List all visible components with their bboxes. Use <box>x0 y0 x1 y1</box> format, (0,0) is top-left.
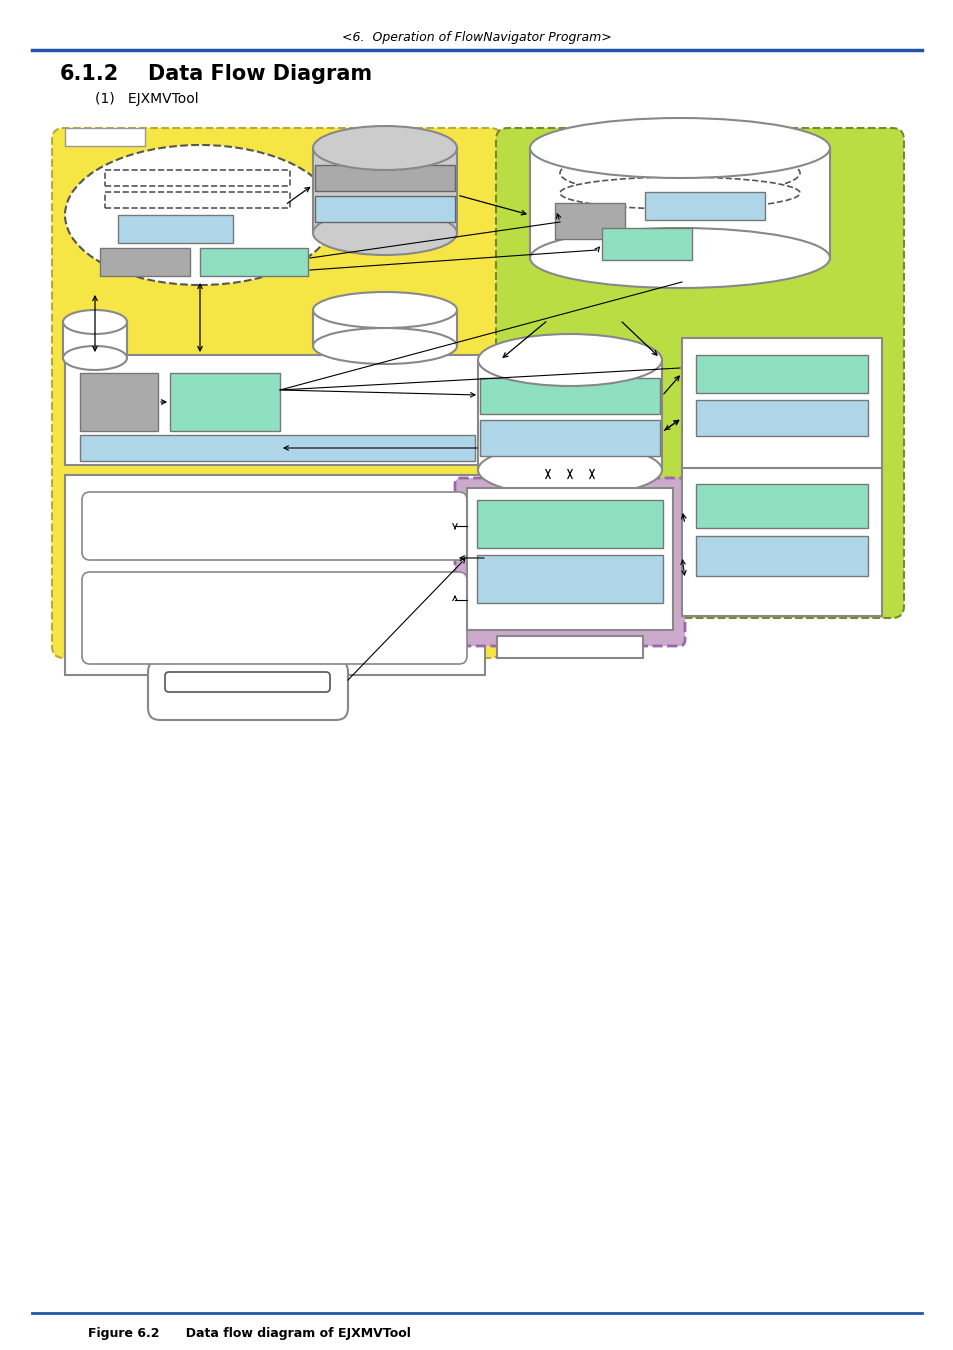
Bar <box>644 192 764 220</box>
Bar <box>681 468 882 616</box>
Bar <box>80 435 475 460</box>
Ellipse shape <box>477 333 661 386</box>
FancyBboxPatch shape <box>82 572 467 664</box>
Ellipse shape <box>313 211 456 255</box>
Bar <box>170 373 280 431</box>
Bar <box>696 485 867 528</box>
Bar <box>65 128 145 146</box>
Text: 6.1.2: 6.1.2 <box>60 63 119 84</box>
Ellipse shape <box>313 126 456 170</box>
Text: <6.  Operation of FlowNavigator Program>: <6. Operation of FlowNavigator Program> <box>342 31 611 45</box>
Bar <box>696 355 867 393</box>
Ellipse shape <box>530 117 829 178</box>
Bar <box>65 355 484 464</box>
Bar <box>696 536 867 576</box>
FancyBboxPatch shape <box>52 128 501 657</box>
Bar <box>314 196 455 221</box>
FancyBboxPatch shape <box>82 491 467 560</box>
Bar <box>65 475 484 675</box>
Ellipse shape <box>313 292 456 328</box>
Bar <box>639 128 720 146</box>
Bar <box>80 373 158 431</box>
Bar <box>105 192 290 208</box>
Bar <box>479 378 659 414</box>
Bar <box>681 338 882 468</box>
Bar <box>477 360 661 470</box>
FancyBboxPatch shape <box>165 672 330 693</box>
Ellipse shape <box>530 228 829 288</box>
Bar <box>601 228 691 261</box>
Bar <box>497 636 642 657</box>
Bar <box>555 202 624 239</box>
Bar <box>530 148 829 258</box>
Ellipse shape <box>65 144 335 285</box>
FancyBboxPatch shape <box>148 660 348 720</box>
Bar <box>467 487 672 630</box>
Bar <box>100 248 190 275</box>
Ellipse shape <box>63 310 127 333</box>
Bar <box>476 555 662 603</box>
Ellipse shape <box>313 328 456 365</box>
Bar <box>313 148 456 234</box>
Bar <box>105 170 290 186</box>
Ellipse shape <box>63 346 127 370</box>
FancyBboxPatch shape <box>455 478 684 647</box>
Bar <box>476 500 662 548</box>
Ellipse shape <box>559 177 800 209</box>
Text: Data Flow Diagram: Data Flow Diagram <box>148 63 372 84</box>
Bar <box>696 400 867 436</box>
Text: (1)   EJXMVTool: (1) EJXMVTool <box>95 92 198 107</box>
Bar <box>118 215 233 243</box>
FancyBboxPatch shape <box>496 128 903 618</box>
Ellipse shape <box>477 444 661 495</box>
Bar <box>479 420 659 456</box>
Bar <box>314 165 455 190</box>
Text: Figure 6.2      Data flow diagram of EJXMVTool: Figure 6.2 Data flow diagram of EJXMVToo… <box>88 1327 411 1339</box>
Bar <box>313 310 456 346</box>
Bar <box>200 248 308 275</box>
Ellipse shape <box>559 151 800 194</box>
Bar <box>63 323 127 358</box>
